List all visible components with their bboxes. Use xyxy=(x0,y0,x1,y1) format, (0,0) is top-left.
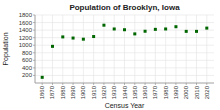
point xyxy=(185,30,188,33)
x-tick-label: 2010 xyxy=(194,85,200,99)
x-grid-line xyxy=(186,15,187,83)
chart-container: 200400 600800 10001200 14001600 1800 1860 1870… xyxy=(0,0,220,110)
point xyxy=(113,27,116,30)
x-tick xyxy=(114,83,115,85)
y-tick xyxy=(33,30,35,31)
y-axis: 200400 600800 10001200 14001600 1800 xyxy=(19,12,35,78)
x-grid-line xyxy=(62,15,63,83)
chart-svg: 200400 600800 10001200 14001600 1800 1860 1870… xyxy=(0,0,220,110)
x-tick xyxy=(52,83,53,85)
point xyxy=(51,45,54,48)
x-tick xyxy=(155,83,156,85)
point xyxy=(82,38,85,41)
point xyxy=(92,35,95,38)
title: Population of Brooklyn, Iowa xyxy=(69,3,180,12)
point xyxy=(174,25,177,28)
x-grid-line xyxy=(124,15,125,83)
x-tick-label: 2020 xyxy=(204,85,210,99)
point xyxy=(102,24,105,27)
y-tick-label: 600 xyxy=(22,57,33,63)
x-tick xyxy=(206,83,207,85)
point xyxy=(154,28,157,31)
x-grid-line xyxy=(165,15,166,83)
x-tick xyxy=(93,83,94,85)
x-tick xyxy=(134,83,135,85)
y-tick xyxy=(33,15,35,16)
point xyxy=(195,30,198,33)
x-tick-label: 1960 xyxy=(142,85,148,99)
x-tick xyxy=(103,83,104,85)
x-tick xyxy=(73,83,74,85)
x-tick-label: 1970 xyxy=(152,85,158,99)
points xyxy=(41,24,209,79)
y-tick-label: 200 xyxy=(22,72,33,78)
x-grid-line xyxy=(83,15,84,83)
y-tick-label: 1800 xyxy=(19,12,33,18)
x-tick-label: 1900 xyxy=(80,85,86,99)
point xyxy=(61,35,64,38)
y-tick-label: 1400 xyxy=(19,27,33,33)
x-grid-line xyxy=(73,15,74,83)
y-tick-label: 800 xyxy=(22,50,33,56)
x-tick xyxy=(196,83,197,85)
x-tick-label: 1910 xyxy=(91,85,97,99)
y-tick-label: 1000 xyxy=(19,42,33,48)
x-grid-line xyxy=(93,15,94,83)
point xyxy=(133,32,136,35)
x-tick-label: 1880 xyxy=(60,85,66,99)
x-tick xyxy=(145,83,146,85)
point xyxy=(72,37,75,40)
point xyxy=(123,28,126,31)
x-tick-label: 1980 xyxy=(163,85,169,99)
x-tick xyxy=(186,83,187,85)
x-grid-line xyxy=(175,15,176,83)
x-tick xyxy=(83,83,84,85)
x-tick xyxy=(42,83,43,85)
y-tick-label: 1600 xyxy=(19,20,33,26)
x-tick xyxy=(62,83,63,85)
x-tick-label: 1950 xyxy=(132,85,138,99)
y-tick xyxy=(33,67,35,68)
y-tick-label: 1200 xyxy=(19,35,33,41)
x-grid-line xyxy=(42,15,43,83)
x-tick-label: 1990 xyxy=(173,85,179,99)
y-axis-line xyxy=(35,15,36,83)
x-grid-line xyxy=(206,15,207,83)
x-grid-line xyxy=(52,15,53,83)
x-grid-line xyxy=(145,15,146,83)
x-tick-label: 1920 xyxy=(101,85,107,99)
point xyxy=(164,27,167,30)
x-axis-label: Census Year xyxy=(105,102,145,109)
point xyxy=(41,76,44,79)
x-tick xyxy=(124,83,125,85)
x-grid-line xyxy=(134,15,135,83)
x-tick-label: 1930 xyxy=(111,85,117,99)
grid xyxy=(35,15,214,83)
y-tick xyxy=(33,45,35,46)
y-tick xyxy=(33,75,35,76)
x-tick-label: 1890 xyxy=(70,85,76,99)
y-tick xyxy=(33,22,35,23)
point xyxy=(205,27,208,30)
y-tick xyxy=(33,37,35,38)
point xyxy=(144,30,147,33)
x-grid-line xyxy=(114,15,115,83)
x-tick-label: 1860 xyxy=(39,85,45,99)
y-tick xyxy=(33,52,35,53)
x-tick-label: 1940 xyxy=(122,85,128,99)
x-grid-line xyxy=(103,15,104,83)
x-axis: 1860 1870 1880 1890 1900 1910 1920 1930 1940 1950… xyxy=(39,83,210,99)
y-tick-label: 400 xyxy=(22,65,33,71)
x-grid-line xyxy=(155,15,156,83)
x-grid-line xyxy=(196,15,197,83)
y-tick xyxy=(33,60,35,61)
x-tick xyxy=(165,83,166,85)
y-axis-label: Population xyxy=(2,32,10,65)
x-tick xyxy=(175,83,176,85)
x-tick-label: 1870 xyxy=(49,85,55,99)
x-tick-label: 2000 xyxy=(183,85,189,99)
